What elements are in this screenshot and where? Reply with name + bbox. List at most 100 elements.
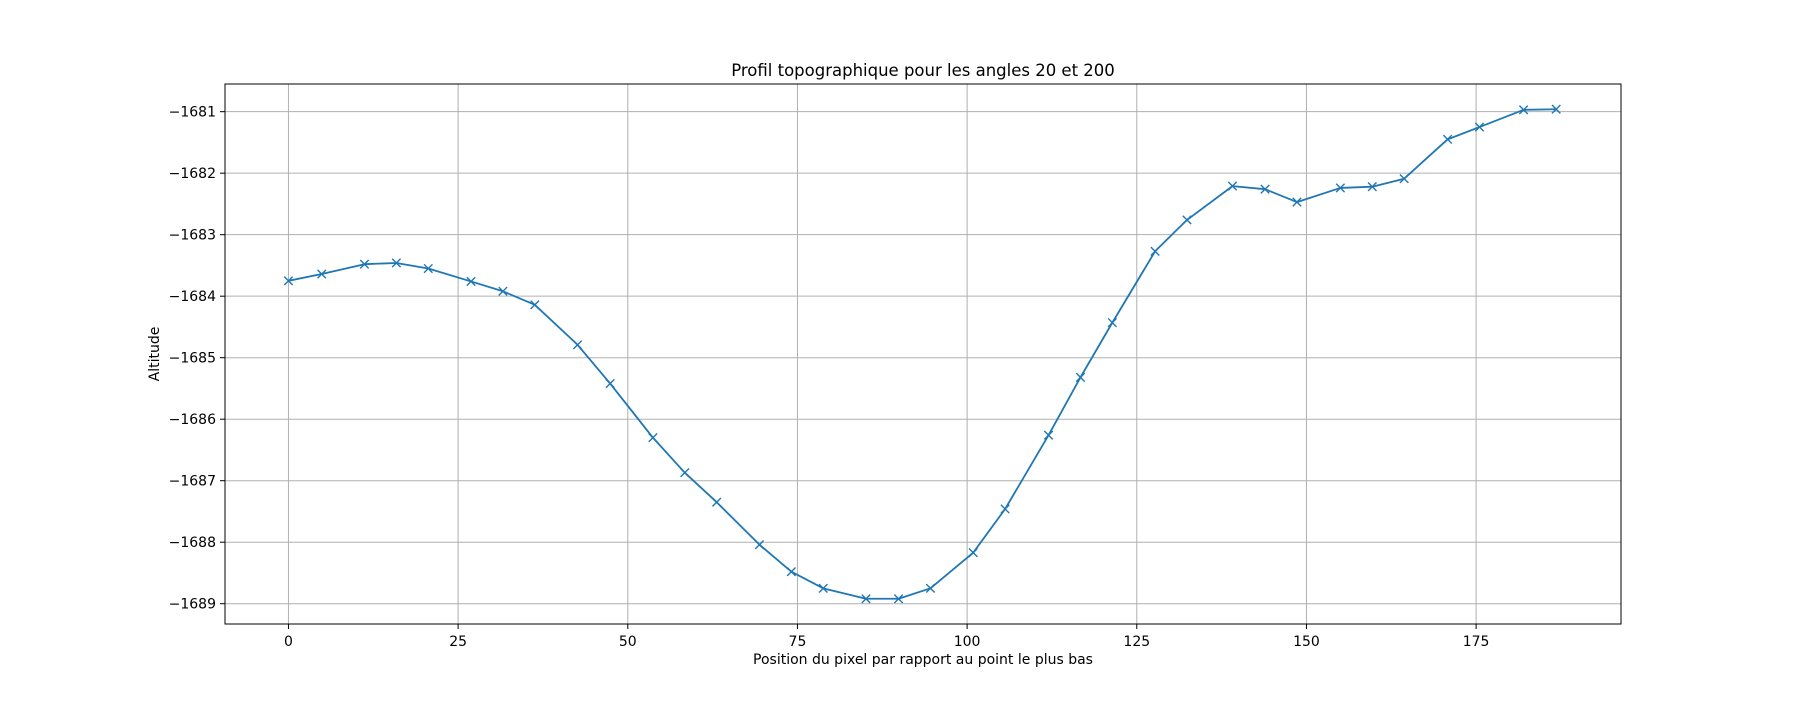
data-point-marker	[498, 286, 508, 296]
y-tick-label: −1682	[169, 166, 216, 182]
x-tick-label: 175	[1463, 634, 1490, 650]
data-point-marker	[754, 539, 765, 550]
marker-stroke	[893, 594, 904, 604]
chart-title: Profil topographique pour les angles 20 …	[731, 61, 1115, 80]
x-tick-label: 75	[789, 634, 807, 650]
x-axis-label: Position du pixel par rapport au point l…	[753, 652, 1093, 668]
data-point-marker	[968, 547, 978, 558]
data-point-marker	[530, 300, 540, 310]
marker-stroke	[605, 378, 615, 389]
y-tick-label: −1681	[169, 105, 216, 121]
data-point-marker	[893, 594, 904, 604]
marker-stroke	[423, 263, 433, 274]
marker-stroke	[711, 497, 722, 507]
data-point-marker	[1335, 183, 1346, 193]
marker-stroke	[498, 286, 508, 296]
data-point-marker	[466, 276, 476, 287]
data-point-marker	[1442, 134, 1453, 145]
data-point-marker	[1043, 430, 1054, 440]
y-tick-label: −1684	[169, 289, 216, 305]
data-point-marker	[680, 468, 690, 478]
x-axis-ticks: 0 25 50 75 100 125 150 175	[284, 624, 1489, 650]
data-point-marker	[1227, 181, 1238, 191]
marker-stroke	[572, 340, 583, 350]
data-point-marker	[1075, 372, 1086, 383]
x-tick-label: 50	[619, 634, 637, 650]
marker-stroke	[1335, 183, 1346, 193]
data-point-marker	[359, 259, 370, 269]
data-point-marker	[925, 583, 936, 594]
data-point-marker	[1367, 182, 1377, 192]
grid	[225, 84, 1621, 624]
marker-stroke	[1000, 504, 1010, 514]
data-point-marker	[1551, 104, 1561, 114]
marker-stroke	[317, 269, 327, 279]
marker-stroke	[1551, 104, 1561, 114]
marker-stroke	[359, 259, 370, 269]
data-point-marker	[317, 269, 327, 279]
marker-stroke	[530, 300, 540, 310]
data-point-marker	[711, 497, 722, 507]
y-tick-label: −1687	[169, 474, 216, 490]
data-point-marker	[572, 340, 583, 350]
data-point-marker	[861, 594, 871, 604]
data-point-marker	[818, 583, 828, 594]
data-point-marker	[391, 258, 402, 268]
marker-stroke	[1075, 372, 1086, 383]
data-point-marker	[1292, 197, 1302, 207]
marker-stroke	[466, 276, 476, 287]
y-tick-label: −1685	[169, 351, 216, 367]
data-point-marker	[648, 432, 658, 443]
marker-stroke	[1043, 430, 1054, 440]
data-point-marker	[1000, 504, 1010, 514]
data-point-marker	[605, 378, 615, 389]
data-point-marker	[1474, 122, 1485, 132]
marker-stroke	[1518, 105, 1529, 115]
series-layer	[283, 104, 1561, 604]
marker-stroke	[283, 276, 294, 286]
x-tick-label: 0	[284, 634, 293, 650]
data-point-marker	[1260, 184, 1270, 194]
marker-stroke	[786, 567, 797, 577]
y-tick-label: −1689	[169, 597, 216, 613]
marker-stroke	[648, 432, 658, 443]
marker-stroke	[1150, 246, 1160, 256]
marker-stroke	[1182, 215, 1192, 225]
marker-stroke	[818, 583, 828, 594]
y-axis-label: Altitude	[147, 327, 163, 382]
marker-stroke	[1399, 174, 1409, 184]
marker-stroke	[925, 583, 936, 594]
marker-stroke	[968, 547, 978, 558]
marker-stroke	[1292, 197, 1302, 207]
marker-stroke	[861, 594, 871, 604]
marker-stroke	[1260, 184, 1270, 194]
data-point-marker	[423, 263, 433, 274]
x-tick-label: 125	[1123, 634, 1150, 650]
marker-stroke	[1227, 181, 1238, 191]
marker-stroke	[1367, 182, 1377, 192]
data-point-marker	[786, 567, 797, 577]
marker-stroke	[391, 258, 402, 268]
data-point-marker	[1150, 246, 1160, 256]
data-point-marker	[1182, 215, 1192, 225]
plot-frame	[224, 83, 1622, 625]
data-point-marker	[283, 276, 294, 286]
y-axis-ticks: −1681 −1682 −1683 −1684 −1685 −1686 −1687 −1688…	[169, 105, 225, 613]
x-tick-label: 150	[1293, 634, 1320, 650]
data-point-marker	[1107, 317, 1118, 328]
y-tick-label: −1686	[169, 412, 216, 428]
marker-stroke	[680, 468, 690, 478]
series-line	[288, 108, 1557, 600]
y-tick-label: −1683	[169, 228, 216, 244]
data-point-marker	[1518, 105, 1529, 115]
data-point-marker	[1399, 174, 1409, 184]
marker-stroke	[1474, 122, 1485, 132]
x-tick-label: 100	[954, 634, 981, 650]
marker-stroke	[1442, 134, 1453, 145]
x-tick-label: 25	[449, 634, 467, 650]
marker-stroke	[1107, 317, 1118, 328]
y-tick-label: −1688	[169, 535, 216, 551]
marker-stroke	[754, 539, 765, 550]
